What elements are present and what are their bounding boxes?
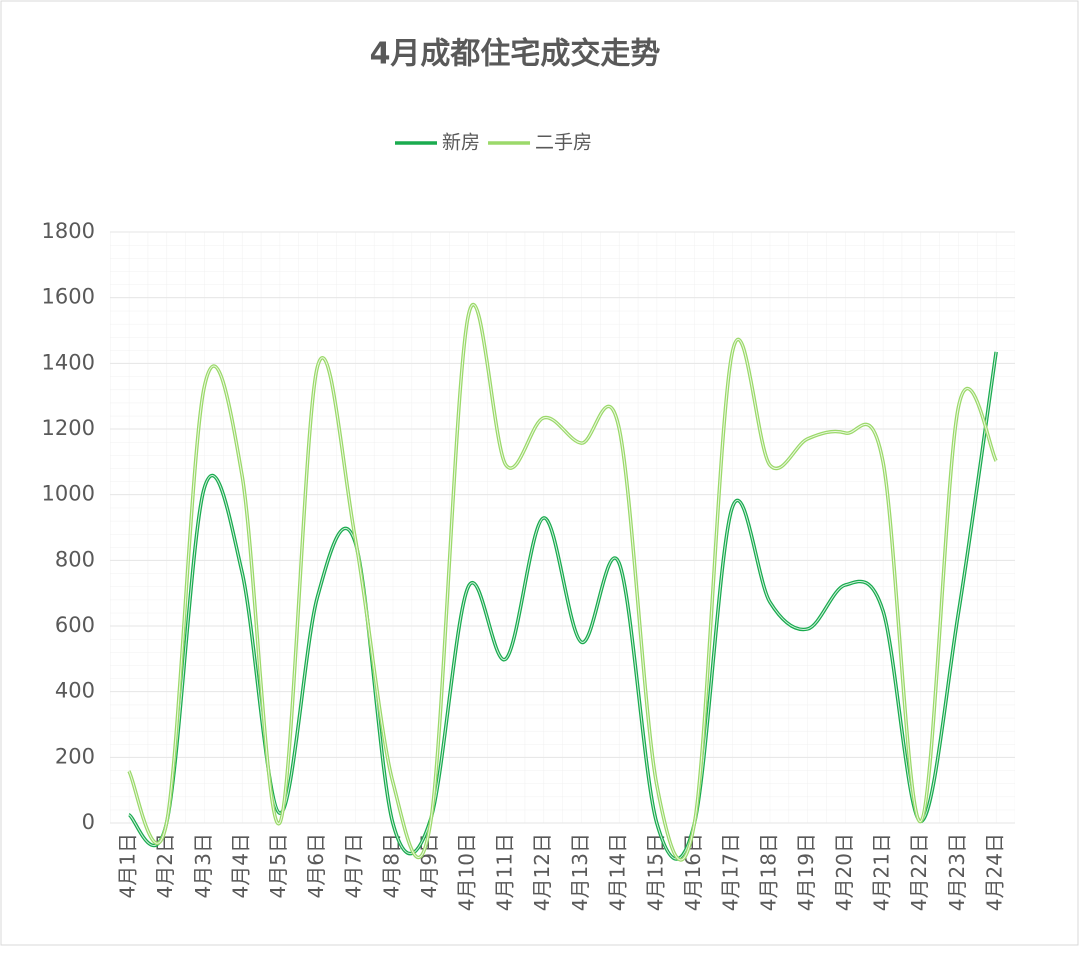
y-tick-label: 1800 bbox=[42, 219, 95, 243]
x-tick-label: 4月6日 bbox=[304, 833, 328, 898]
chart-title: 4月成都住宅成交走势 bbox=[370, 37, 661, 72]
legend-label: 二手房 bbox=[535, 132, 592, 154]
x-tick-label: 4月7日 bbox=[342, 833, 366, 898]
y-tick-label: 1000 bbox=[42, 482, 95, 506]
y-tick-label: 800 bbox=[55, 547, 95, 571]
x-tick-label: 4月5日 bbox=[266, 833, 290, 898]
y-tick-label: 1600 bbox=[42, 285, 95, 309]
x-tick-label: 4月1日 bbox=[115, 833, 139, 898]
legend-label: 新房 bbox=[442, 132, 480, 154]
x-tick-label: 4月24日 bbox=[983, 833, 1007, 911]
x-tick-label: 4月21日 bbox=[870, 833, 894, 911]
x-tick-label: 4月22日 bbox=[907, 833, 931, 911]
y-tick-label: 400 bbox=[55, 679, 95, 703]
x-tick-label: 4月10日 bbox=[455, 833, 479, 911]
y-tick-label: 200 bbox=[55, 744, 95, 768]
x-tick-label: 4月23日 bbox=[945, 833, 969, 911]
x-tick-label: 4月14日 bbox=[606, 833, 630, 911]
y-tick-label: 0 bbox=[82, 810, 95, 834]
x-tick-label: 4月12日 bbox=[530, 833, 554, 911]
y-tick-label: 600 bbox=[55, 613, 95, 637]
series-line-inner bbox=[128, 304, 997, 861]
x-tick-label: 4月17日 bbox=[719, 833, 743, 911]
x-tick-label: 4月19日 bbox=[794, 833, 818, 911]
y-tick-label: 1400 bbox=[42, 350, 95, 374]
x-tick-label: 4月4日 bbox=[228, 833, 252, 898]
minor-grid bbox=[110, 232, 1015, 823]
x-tick-label: 4月13日 bbox=[568, 833, 592, 911]
y-tick-label: 1200 bbox=[42, 416, 95, 440]
x-tick-label: 4月20日 bbox=[832, 833, 856, 911]
x-tick-label: 4月16日 bbox=[681, 833, 705, 911]
x-tick-label: 4月18日 bbox=[756, 833, 780, 911]
x-tick-label: 4月11日 bbox=[492, 833, 516, 911]
x-tick-label: 4月3日 bbox=[191, 833, 215, 898]
